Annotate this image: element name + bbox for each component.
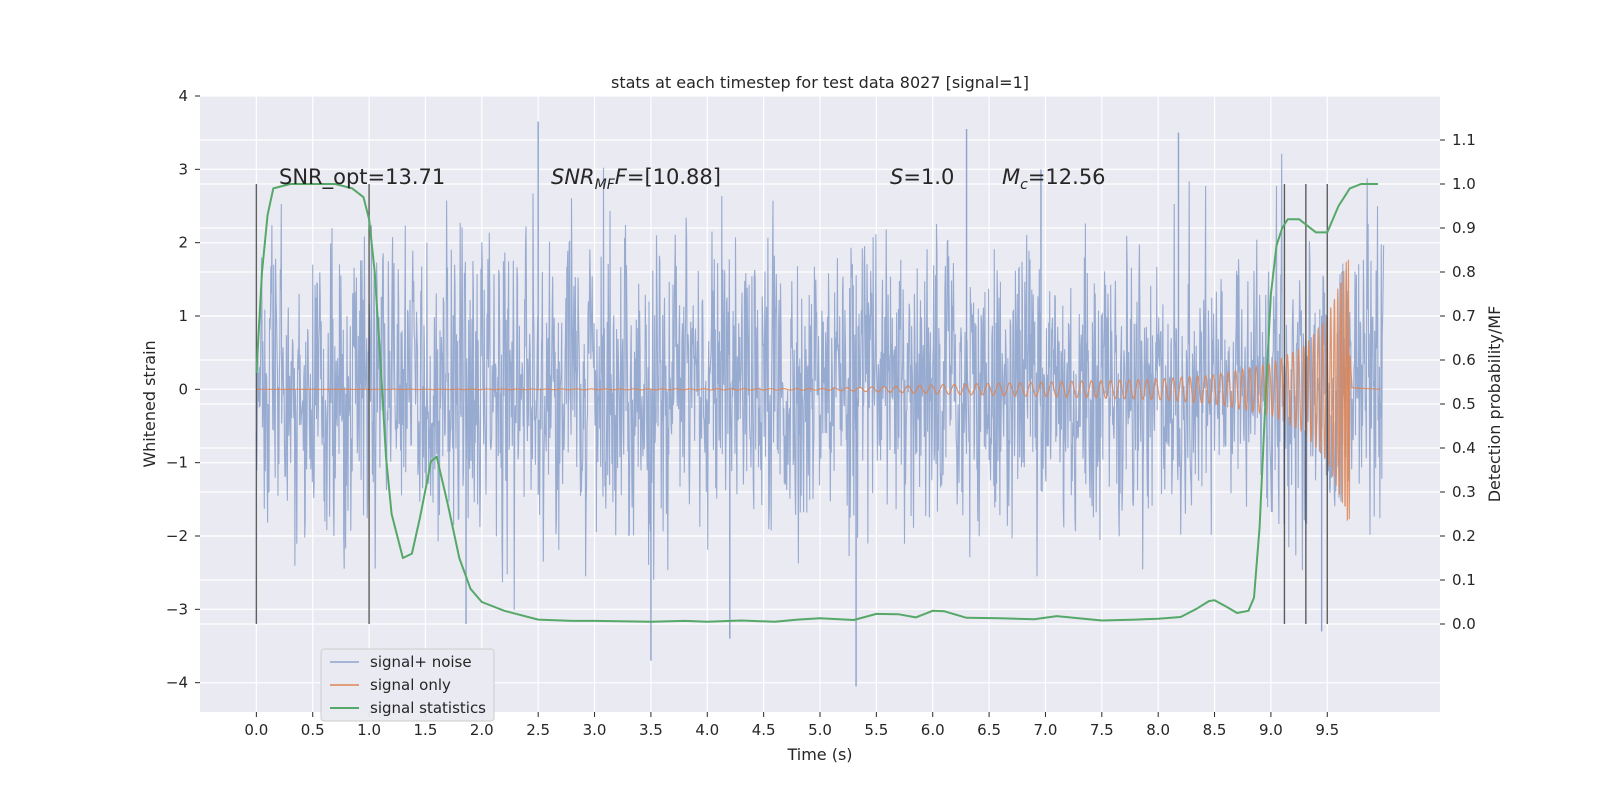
vertical-markers (255, 184, 1328, 624)
x-tick-label-10: 5.0 (808, 721, 832, 739)
annotation-snr-opt: SNR_opt=13.71 (279, 165, 445, 190)
y-right-tick-label-6: 0.6 (1452, 351, 1476, 369)
x-tick-label-12: 6.0 (921, 721, 945, 739)
x-tick-label-5: 2.5 (526, 721, 550, 739)
y-right-tick-label-0: 0.0 (1452, 615, 1476, 633)
y-right-tick-label-1: 0.1 (1452, 571, 1476, 589)
series-signal-statistics (255, 183, 1378, 623)
legend-label-signal-statistics: signal statistics (370, 699, 486, 717)
x-axis-label: Time (s) (786, 745, 852, 764)
x-tick-label-9: 4.5 (752, 721, 776, 739)
x-tick-label-15: 7.5 (1090, 721, 1114, 739)
x-tick-label-13: 6.5 (977, 721, 1001, 739)
x-tick-label-18: 9.0 (1259, 721, 1283, 739)
signal-trace (256, 259, 1381, 521)
y-tick-label-2: −2 (166, 527, 188, 545)
y-right-axis-label: Detection probability/MF (1485, 306, 1504, 503)
x-tick-label-11: 5.5 (864, 721, 888, 739)
y-tick-label-6: 2 (178, 234, 188, 252)
annotation-snr-mf: SNRMFF=[10.88] (551, 165, 721, 193)
series-signal-only (256, 259, 1381, 521)
x-tick-label-16: 8.0 (1146, 721, 1170, 739)
series-signal-noise (255, 121, 1385, 687)
y-tick-label-7: 3 (178, 160, 188, 178)
y-axis-label: Whitened strain (140, 340, 159, 467)
ticks: 0.0 0.5 1.0 1.5 2.0 2.5 3.0 3.5 4.0 4.5 5.0 5.5 6.0 6… (166, 87, 1476, 739)
y-tick-label-0: −4 (166, 674, 188, 692)
y-tick-label-8: 4 (178, 87, 188, 105)
y-right-tick-label-5: 0.5 (1452, 395, 1476, 413)
chart-title: stats at each timestep for test data 802… (611, 73, 1029, 92)
legend-box (320, 648, 495, 722)
y-tick-label-4: 0 (178, 380, 188, 398)
x-tick-label-7: 3.5 (639, 721, 663, 739)
y-right-tick-label-10: 1.0 (1452, 175, 1476, 193)
x-tick-label-17: 8.5 (1203, 721, 1227, 739)
x-tick-label-19: 9.5 (1315, 721, 1339, 739)
x-tick-label-14: 7.0 (1034, 721, 1058, 739)
stats-trace (255, 183, 1378, 623)
x-tick-label-6: 3.0 (583, 721, 607, 739)
y-tick-label-5: 1 (178, 307, 188, 325)
y-right-tick-label-11: 1.1 (1452, 131, 1476, 149)
noise-trace (255, 153, 1385, 610)
legend-label-signal-only: signal only (370, 676, 451, 694)
y-right-tick-label-8: 0.8 (1452, 263, 1476, 281)
y-right-tick-label-2: 0.2 (1452, 527, 1476, 545)
annotation-mc: Mc=12.56 (1002, 165, 1106, 193)
x-tick-label-4: 2.0 (470, 721, 494, 739)
x-tick-label-3: 1.5 (414, 721, 438, 739)
y-right-tick-label-9: 0.9 (1452, 219, 1476, 237)
x-tick-label-8: 4.0 (695, 721, 719, 739)
x-tick-label-0: 0.0 (244, 721, 268, 739)
y-right-tick-label-7: 0.7 (1452, 307, 1476, 325)
y-right-tick-label-3: 0.3 (1452, 483, 1476, 501)
legend-label-signal-noise: signal+ noise (370, 653, 472, 671)
y-tick-label-1: −3 (166, 600, 188, 618)
annotation-s: S=1.0 (890, 165, 954, 189)
y-tick-label-3: −1 (166, 454, 188, 472)
x-tick-label-2: 1.0 (357, 721, 381, 739)
x-tick-label-1: 0.5 (301, 721, 325, 739)
y-right-tick-label-4: 0.4 (1452, 439, 1476, 457)
legend: signal+ noise signal only signal statist… (320, 648, 495, 722)
